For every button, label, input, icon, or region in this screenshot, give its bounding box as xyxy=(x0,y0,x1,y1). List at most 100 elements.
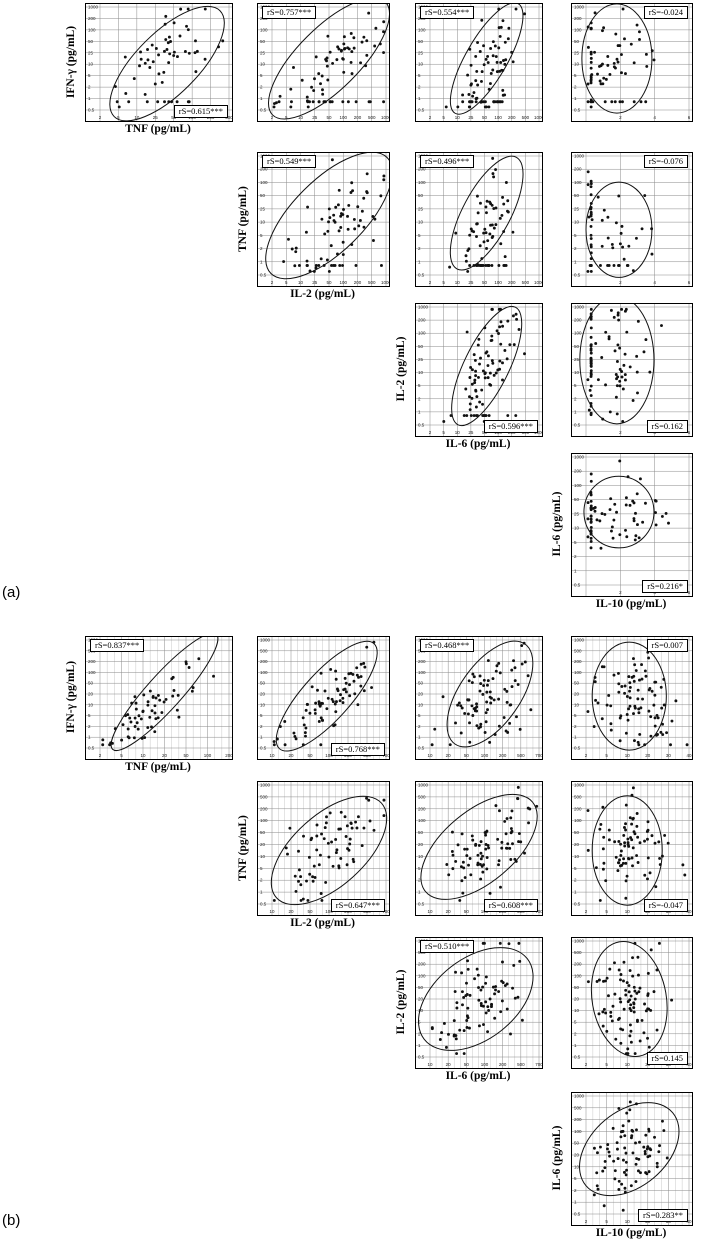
data-point xyxy=(616,1157,620,1161)
data-point xyxy=(606,55,610,58)
x-tick-label: 50 xyxy=(482,115,488,120)
data-point xyxy=(506,37,510,41)
y-tick-label: 1 xyxy=(574,1200,577,1205)
data-point xyxy=(500,100,504,104)
data-point xyxy=(476,343,480,347)
x-tick-label: 200 xyxy=(354,280,362,285)
x-tick-label: 2 xyxy=(585,1219,588,1224)
y-axis-label-a-tnf: TNF (pg/mL) xyxy=(237,185,249,252)
data-point xyxy=(175,100,179,104)
data-point xyxy=(468,1026,471,1030)
data-point xyxy=(517,941,521,945)
data-point xyxy=(586,501,590,505)
data-point xyxy=(289,105,293,109)
data-point xyxy=(652,58,656,62)
data-point xyxy=(472,353,476,357)
y-tick-label: 5 xyxy=(418,73,421,78)
data-point xyxy=(621,245,625,249)
data-point xyxy=(601,867,605,871)
data-point xyxy=(294,889,298,893)
data-point xyxy=(475,96,479,100)
data-point xyxy=(148,66,152,69)
data-point xyxy=(351,857,355,861)
data-point xyxy=(631,956,634,960)
x-tick-label: 10 xyxy=(427,909,433,914)
data-point xyxy=(349,31,353,35)
data-point xyxy=(619,978,622,982)
data-point xyxy=(359,684,363,688)
data-point xyxy=(367,11,371,15)
data-point xyxy=(133,724,137,728)
data-point xyxy=(382,814,386,818)
data-point xyxy=(308,872,312,876)
data-point xyxy=(644,52,648,56)
y-tick-label: 500 xyxy=(574,1105,582,1110)
y-tick-label: 50 xyxy=(88,39,94,44)
y-tick-label: 1 xyxy=(418,409,421,414)
data-point xyxy=(595,518,599,522)
y-tick-label: 100 xyxy=(418,818,426,823)
data-point xyxy=(620,375,624,379)
data-point xyxy=(319,892,323,895)
data-point xyxy=(615,57,619,61)
data-point xyxy=(333,220,337,224)
data-point xyxy=(486,843,490,847)
data-point xyxy=(322,264,326,267)
data-point xyxy=(164,38,168,41)
data-point xyxy=(350,243,354,246)
data-point xyxy=(637,743,641,747)
data-point xyxy=(317,100,321,104)
data-point xyxy=(283,720,287,723)
data-point xyxy=(324,880,328,884)
data-point xyxy=(329,244,333,248)
data-point xyxy=(477,986,480,989)
data-point xyxy=(586,809,590,812)
data-point xyxy=(512,343,516,347)
y-tick-label: 5 xyxy=(574,540,577,545)
data-point xyxy=(488,232,492,236)
data-point xyxy=(316,688,319,692)
data-point xyxy=(610,529,613,533)
x-tick-label: 10 xyxy=(269,909,275,914)
data-point xyxy=(609,1014,613,1018)
data-point xyxy=(623,1146,627,1150)
data-point xyxy=(593,509,597,513)
y-tick-label: 1 xyxy=(260,735,263,740)
data-point xyxy=(212,674,215,678)
data-point xyxy=(165,48,169,51)
x-tick-label: 2 xyxy=(585,909,588,914)
data-point xyxy=(465,1026,469,1029)
data-point xyxy=(277,100,281,104)
data-point xyxy=(380,264,383,267)
data-point xyxy=(620,863,624,867)
data-point xyxy=(474,374,478,378)
data-point xyxy=(610,1019,614,1023)
confidence-ellipse xyxy=(109,5,225,121)
rs-label: rS=0.510*** xyxy=(420,940,475,953)
data-point xyxy=(497,46,501,50)
data-point xyxy=(607,264,611,267)
y-tick-label: 100 xyxy=(260,670,268,675)
data-point xyxy=(134,707,138,711)
data-point xyxy=(343,687,347,691)
data-point xyxy=(193,51,197,55)
data-point xyxy=(620,53,623,56)
y-tick-label: 0.5 xyxy=(418,902,425,907)
data-point xyxy=(379,194,383,198)
data-point xyxy=(129,720,133,724)
data-point xyxy=(646,1036,649,1040)
data-point xyxy=(662,1129,666,1132)
data-point xyxy=(303,731,307,735)
data-point xyxy=(217,45,220,49)
data-point xyxy=(618,858,621,862)
data-point xyxy=(490,359,494,363)
data-point xyxy=(137,714,141,718)
x-tick-label: 25 xyxy=(468,430,474,435)
data-point xyxy=(293,874,297,878)
data-point xyxy=(491,985,495,989)
data-point xyxy=(117,105,121,109)
y-tick-label: 500 xyxy=(260,648,268,653)
y-tick-label: 50 xyxy=(574,1141,580,1146)
data-point xyxy=(642,1031,646,1035)
data-point xyxy=(634,1141,637,1145)
